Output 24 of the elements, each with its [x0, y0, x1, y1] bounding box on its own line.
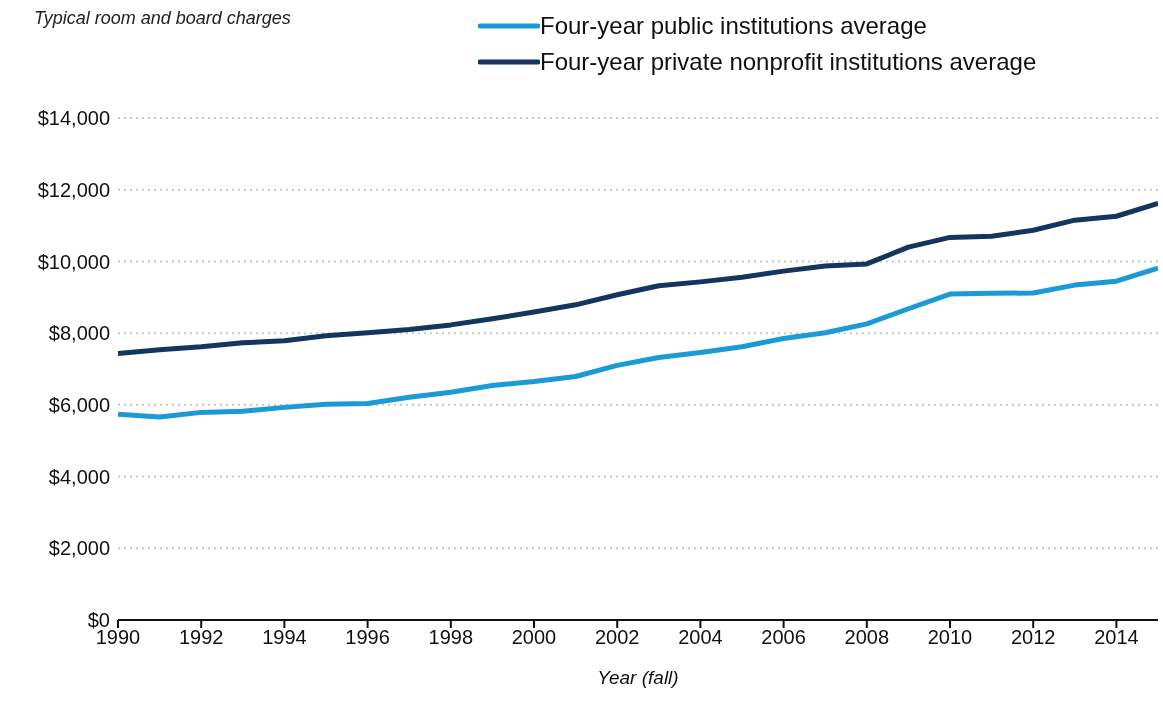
y-tick-label: $14,000 [37, 107, 110, 130]
x-tick-label: 2000 [511, 626, 557, 649]
y-tick-label: $2,000 [48, 537, 110, 560]
x-tick-label: 1998 [428, 626, 474, 649]
y-tick-label: $10,000 [37, 250, 110, 273]
chart-title: Typical room and board charges [34, 8, 291, 29]
x-tick-label: 1990 [95, 626, 141, 649]
x-tick-label: 1994 [262, 626, 307, 649]
y-tick-label: $8,000 [48, 322, 110, 345]
x-tick-label: 2008 [844, 626, 890, 649]
x-tick-label: 2010 [927, 626, 973, 649]
x-tick-label: 1996 [345, 626, 390, 649]
y-tick-label: $6,000 [48, 393, 110, 416]
legend-label: Four-year public institutions average [540, 12, 927, 40]
x-axis-title: Year (fall) [597, 667, 679, 688]
x-tick-label: 2004 [678, 626, 723, 649]
x-tick-label: 2012 [1010, 626, 1056, 649]
x-tick-label: 1992 [178, 626, 224, 649]
x-tick-label: 2014 [1094, 626, 1139, 649]
y-tick-label: $12,000 [37, 178, 110, 201]
x-tick-label: 2002 [594, 626, 640, 649]
y-tick-label: $4,000 [48, 465, 110, 488]
x-tick-label: 2006 [761, 626, 806, 649]
legend-label: Four-year private nonprofit institutions average [540, 48, 1037, 76]
